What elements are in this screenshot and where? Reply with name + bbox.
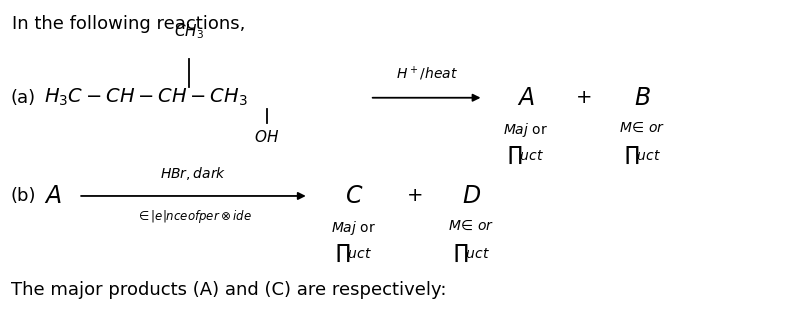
Text: $\mathit{A}$: $\mathit{A}$ bbox=[517, 86, 534, 110]
Text: (b): (b) bbox=[10, 187, 36, 205]
Text: $\mathit{H^+/heat}$: $\mathit{H^+/heat}$ bbox=[395, 65, 458, 83]
Text: $\mathit{Maj}$ or: $\mathit{Maj}$ or bbox=[503, 121, 548, 139]
Text: $\mathit{CH_3}$: $\mathit{CH_3}$ bbox=[174, 22, 205, 41]
Text: $M\!\in\!$ or: $M\!\in\!$ or bbox=[619, 121, 666, 135]
Text: $\in|e|nceofper\otimes ide$: $\in|e|nceofper\otimes ide$ bbox=[135, 208, 251, 225]
Text: $\mathit{H_3C}-\mathit{CH}-\mathit{CH}-\mathit{CH_3}$: $\mathit{H_3C}-\mathit{CH}-\mathit{CH}-\… bbox=[44, 87, 248, 108]
Text: In the following reactions,: In the following reactions, bbox=[12, 15, 246, 33]
Text: $\mathit{A}$: $\mathit{A}$ bbox=[44, 184, 62, 208]
Text: $\mathit{HBr,dark}$: $\mathit{HBr,dark}$ bbox=[160, 165, 226, 181]
Text: $M\!\in\!$ or: $M\!\in\!$ or bbox=[448, 219, 494, 233]
Text: $\mathit{D}$: $\mathit{D}$ bbox=[462, 184, 481, 208]
Text: (a): (a) bbox=[10, 89, 36, 107]
Text: $\prod\!\mathit{uct}$: $\prod\!\mathit{uct}$ bbox=[624, 145, 661, 166]
Text: $\mathit{C}$: $\mathit{C}$ bbox=[345, 184, 363, 208]
Text: $+$: $+$ bbox=[574, 88, 591, 107]
Text: $\mathit{B}$: $\mathit{B}$ bbox=[634, 86, 650, 110]
Text: The major products (A) and (C) are respectively:: The major products (A) and (C) are respe… bbox=[10, 281, 446, 299]
Text: $\prod\!\mathit{uct}$: $\prod\!\mathit{uct}$ bbox=[507, 145, 544, 166]
Text: $+$: $+$ bbox=[406, 186, 422, 205]
Text: $\prod\!\mathit{uct}$: $\prod\!\mathit{uct}$ bbox=[453, 243, 490, 264]
Text: $\prod\!\mathit{uct}$: $\prod\!\mathit{uct}$ bbox=[335, 243, 372, 264]
Text: $\mathit{Maj}$ or: $\mathit{Maj}$ or bbox=[331, 219, 377, 237]
Text: $\mathit{OH}$: $\mathit{OH}$ bbox=[254, 129, 279, 145]
